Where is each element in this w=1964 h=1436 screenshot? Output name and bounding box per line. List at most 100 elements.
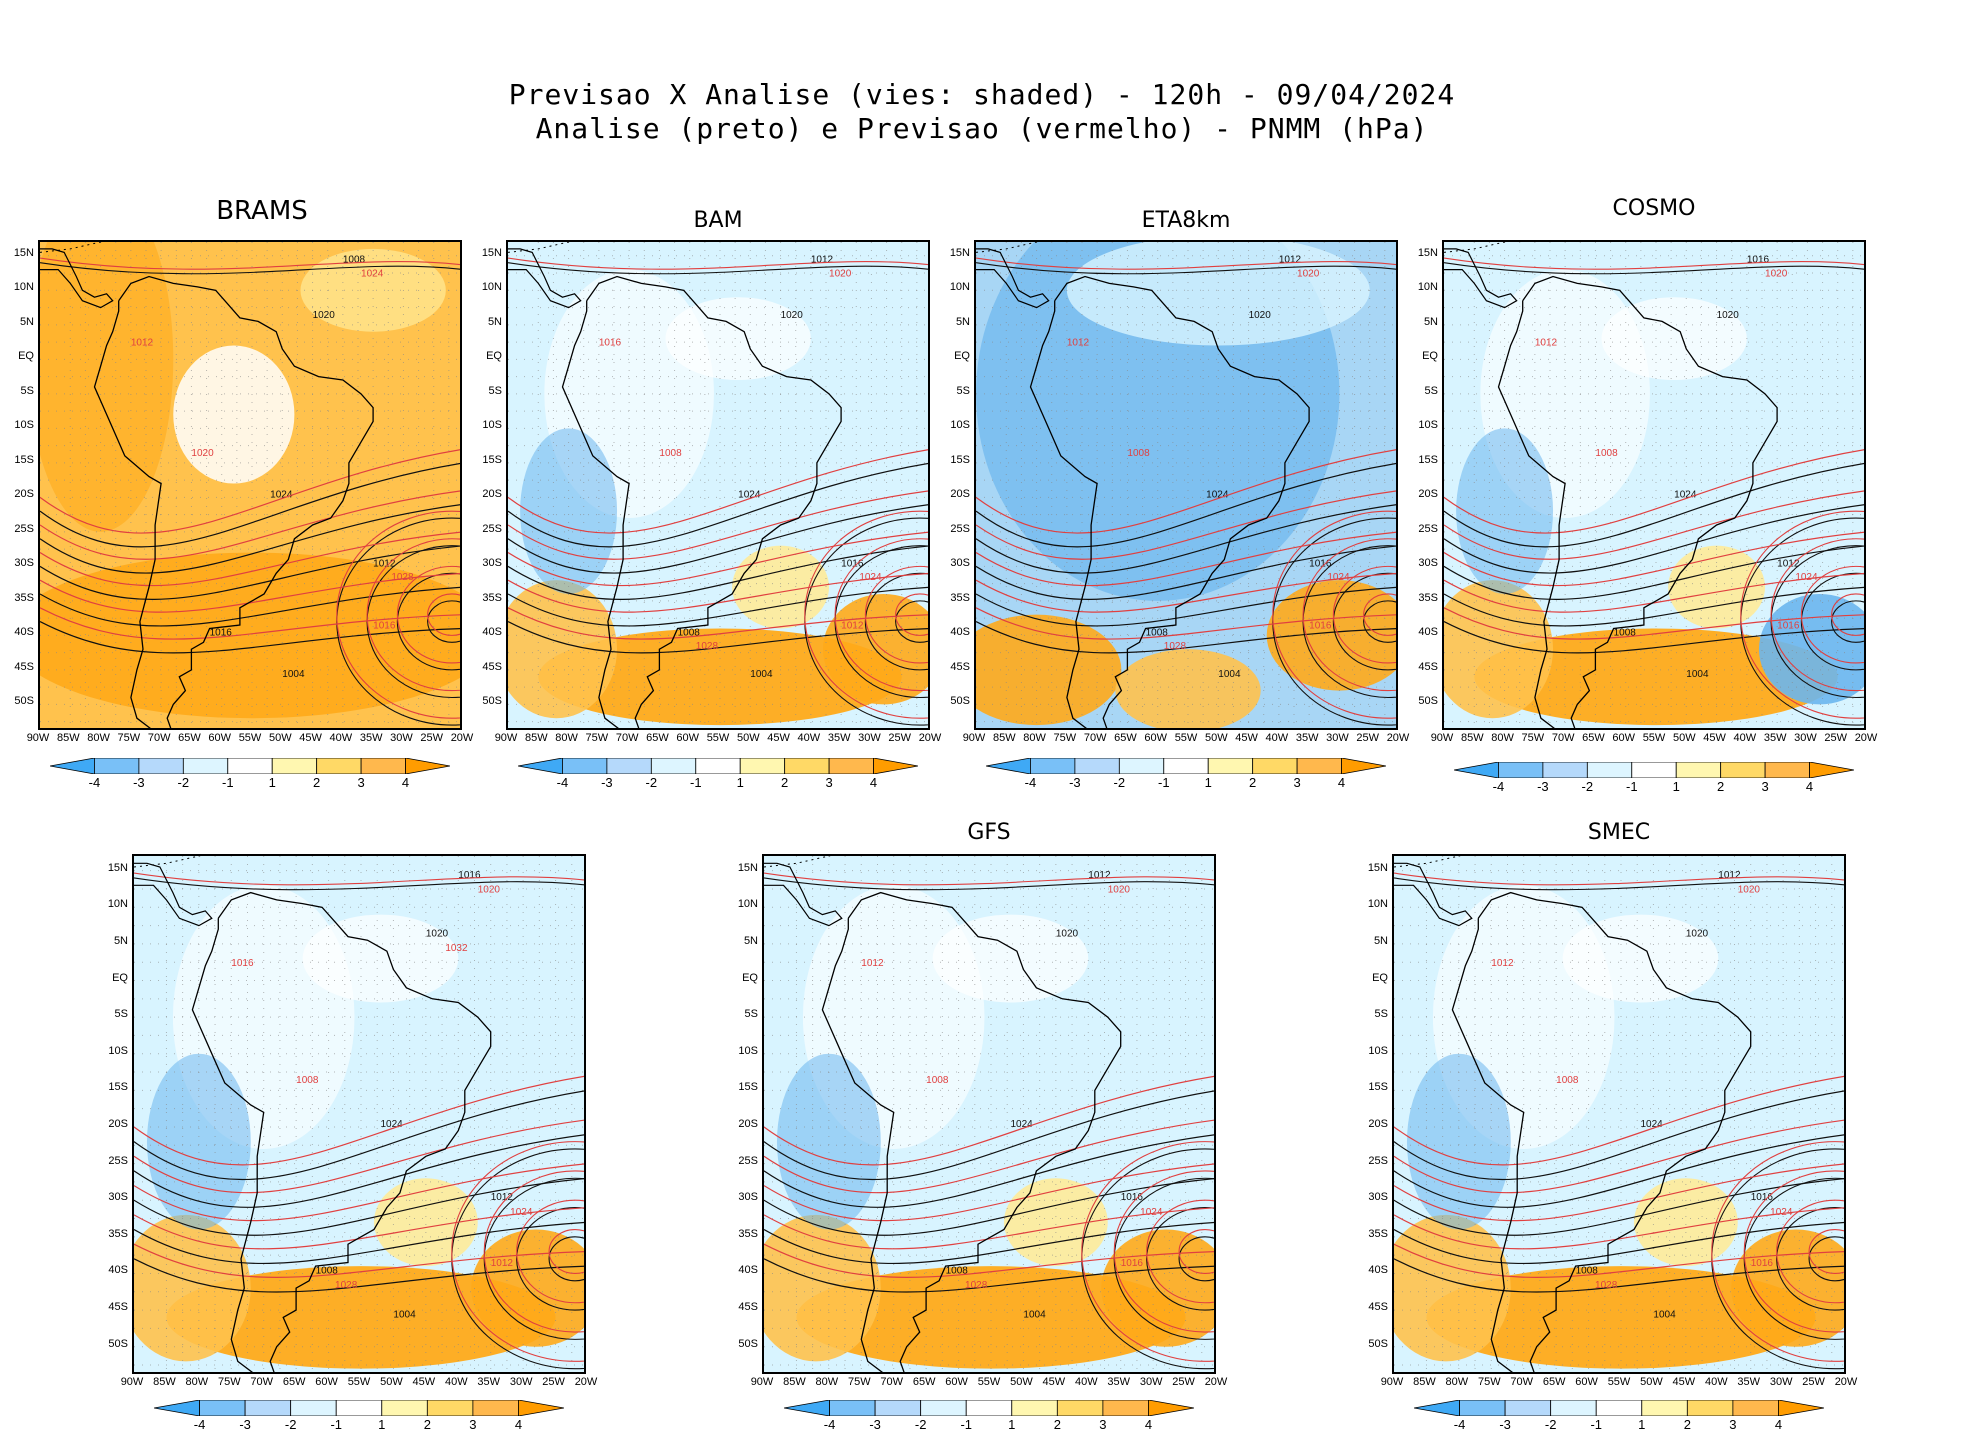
colorbar-label: -2 xyxy=(1581,779,1594,794)
colorbar-segment xyxy=(335,1400,383,1416)
analysis-label: 1020 xyxy=(781,310,804,321)
colorbar-label: 3 xyxy=(1293,775,1301,790)
lon-tick-label: 90W xyxy=(120,1376,144,1388)
colorbar-segment xyxy=(1296,758,1342,774)
colorbar-label: 1 xyxy=(1672,779,1680,794)
analysis-label: 1024 xyxy=(1010,1119,1033,1130)
lat-tick-label: 5S xyxy=(20,384,34,397)
map-svg: 1008 1012 1016 1020 1024 1004 1012 1016 1020 1024… xyxy=(40,242,460,728)
warm-bias-region xyxy=(1266,580,1396,691)
lon-tick-label: 70W xyxy=(1083,732,1107,744)
lat-tick-label: 35S xyxy=(738,1227,758,1240)
warm-bias-region xyxy=(1115,649,1261,728)
lon-tick-label: 35W xyxy=(359,732,383,744)
neutral-region xyxy=(1601,297,1747,381)
lon-tick-label: 85W xyxy=(992,732,1016,744)
analysis-isobar xyxy=(40,586,460,627)
analysis-label: 1012 xyxy=(491,1192,514,1203)
south-america-coastline xyxy=(191,891,492,1372)
lon-tick-label: 40W xyxy=(1704,1376,1728,1388)
forecast-label: 1012 xyxy=(131,338,154,349)
central-america-coastline xyxy=(1444,248,1518,309)
analysis-isobar xyxy=(134,877,584,891)
colorbar-segment xyxy=(562,758,608,774)
lat-tick-label: 25S xyxy=(1368,1154,1388,1167)
lon-tick-label: 45W xyxy=(767,732,790,744)
lat-tick-label: EQ xyxy=(112,971,128,984)
colorbar-segment xyxy=(1686,1400,1734,1416)
analysis-label: 1012 xyxy=(811,255,834,266)
south-america-coastline xyxy=(1451,891,1752,1372)
lat-tick-label: 10N xyxy=(949,281,970,294)
lat-tick-label: 25S xyxy=(1418,522,1438,535)
analysis-isobar xyxy=(508,462,928,548)
panel-title-eta8km: ETA8km xyxy=(1141,208,1231,233)
map-panel-smec: 1012 1016 1008 1020 1024 1004 1012 1016 1008 1020… xyxy=(1392,854,1846,1374)
forecast-label: 1016 xyxy=(1777,620,1800,631)
cold-bias-region xyxy=(776,1053,881,1230)
forecast-isobar xyxy=(134,1243,584,1278)
lon-tick-label: 75W xyxy=(847,1376,871,1388)
lon-tick-label: 25W xyxy=(1824,732,1848,744)
colorbar-segment xyxy=(1163,758,1209,774)
analysis-label: 1024 xyxy=(1206,489,1229,500)
analysis-label: 1020 xyxy=(1717,310,1740,321)
analysis-high-pressure-isobar xyxy=(1178,1236,1214,1282)
colorbar-label: 2 xyxy=(1683,1417,1691,1432)
colorbar-label: -1 xyxy=(1590,1417,1602,1432)
colorbar-label: 4 xyxy=(869,775,878,790)
colorbar-label: -3 xyxy=(1537,779,1549,794)
lon-tick-label: 70W xyxy=(1510,1376,1534,1388)
lon-tick-label: 30W xyxy=(390,732,413,744)
lat-tick-label: 50S xyxy=(1368,1337,1388,1350)
colorbar-label: -2 xyxy=(914,1417,927,1432)
forecast-label: 1012 xyxy=(1535,338,1558,349)
colorbar-segment xyxy=(1056,1400,1104,1416)
colorbar-label: 2 xyxy=(1053,1417,1061,1432)
colorbar xyxy=(1454,762,1854,778)
lat-tick-label: 15N xyxy=(1367,861,1388,874)
map-panel-bam: 1012 1016 1008 1020 1024 1004 1016 1012 1008 1020… xyxy=(506,240,930,730)
neutral-region xyxy=(665,297,811,381)
forecast-isobar xyxy=(508,490,928,560)
colorbar-label: 3 xyxy=(357,775,365,790)
forecast-label: 1016 xyxy=(1309,620,1332,631)
colorbar-segment xyxy=(1732,1400,1779,1416)
forecast-label: 1016 xyxy=(599,338,622,349)
forecast-high-pressure-isobar xyxy=(451,1141,584,1362)
lon-tick-label: 85W xyxy=(153,1376,176,1388)
colorbar-label: 4 xyxy=(514,1417,523,1432)
colorbar xyxy=(1414,1400,1824,1416)
south-america-coastline xyxy=(1029,275,1310,728)
forecast-label: 1008 xyxy=(296,1075,319,1086)
colorbar-label: 4 xyxy=(1774,1417,1783,1432)
colorbar-label: -3 xyxy=(1069,775,1081,790)
map-svg: 1012 1016 1008 1020 1024 1004 1012 1016 1008 1020… xyxy=(976,242,1396,728)
colorbar-label: -3 xyxy=(239,1417,251,1432)
lat-tick-label: 5S xyxy=(956,384,970,397)
map-svg: 1012 1016 1008 1020 1024 1004 1016 1012 1008 1020… xyxy=(508,242,928,728)
lat-tick-label: 30S xyxy=(14,557,34,570)
colorbar-segment xyxy=(1764,762,1810,778)
forecast-high-pressure-isobar xyxy=(1178,1228,1214,1275)
forecast-high-pressure-isobar xyxy=(1740,510,1864,719)
lat-tick-label: 30S xyxy=(108,1191,128,1204)
forecast-isobar xyxy=(976,449,1396,534)
lat-tick-label: 20S xyxy=(108,1117,128,1130)
colorbar-segment xyxy=(1504,1400,1552,1416)
lat-tick-label: EQ xyxy=(18,350,34,363)
lon-tick-label: 20W xyxy=(574,1376,598,1388)
colorbar-segment xyxy=(1498,762,1544,778)
colorbar xyxy=(784,1400,1194,1416)
cold-bias-region xyxy=(1406,1053,1511,1230)
forecast-label: 1020 xyxy=(1765,269,1788,280)
warm-bias-region xyxy=(508,580,618,719)
lon-tick-label: 35W xyxy=(477,1376,501,1388)
forecast-label: 1028 xyxy=(335,1280,358,1291)
warm-bias-region xyxy=(764,1214,881,1362)
lat-tick-label: 30S xyxy=(482,557,502,570)
forecast-high-pressure-isobar xyxy=(1831,593,1864,636)
analysis-label: 1016 xyxy=(458,870,481,881)
colorbar-segment xyxy=(829,1400,876,1416)
lon-tick-label: 45W xyxy=(1703,732,1726,744)
